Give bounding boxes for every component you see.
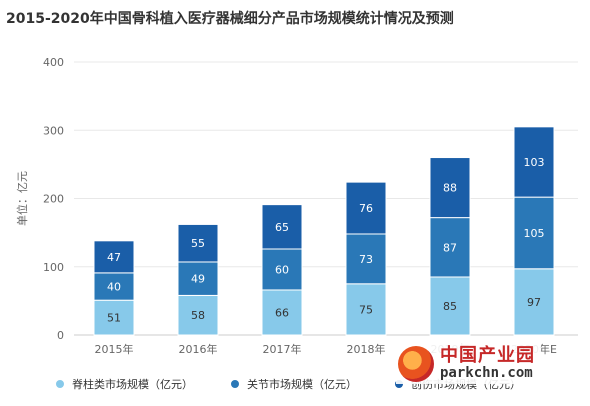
- data-label: 60: [275, 263, 289, 276]
- chart-title: 2015-2020年中国骨科植入医疗器械细分产品市场规模统计情况及预测: [6, 11, 454, 27]
- bar-segment: [429, 217, 471, 278]
- data-label: 105: [524, 227, 545, 240]
- y-tick-label: 0: [57, 329, 64, 342]
- data-label: 55: [191, 237, 205, 250]
- data-label: 85: [443, 300, 457, 313]
- watermark-name: 中国产业园: [440, 345, 535, 367]
- y-tick-label: 200: [43, 193, 64, 206]
- data-label: 75: [359, 303, 373, 316]
- y-tick-label: 100: [43, 261, 64, 274]
- data-label: 51: [107, 312, 121, 325]
- bar-segment: [345, 181, 387, 235]
- data-label: 73: [359, 253, 373, 266]
- data-label: 58: [191, 309, 205, 322]
- data-label: 103: [524, 156, 545, 169]
- y-axis-label: 单位：亿元: [15, 171, 29, 226]
- data-label: 88: [443, 182, 457, 195]
- legend-marker-joint: [231, 380, 239, 388]
- legend-marker-trauma: [395, 380, 403, 388]
- y-tick-label: 400: [43, 56, 64, 69]
- x-tick-label: 2017年: [263, 342, 302, 356]
- bar-segment: [345, 283, 387, 336]
- legend-label-spine: 脊柱类市场规模（亿元）: [72, 378, 193, 391]
- bar-segment: [513, 126, 555, 198]
- watermark-logo: 中国产业园 parkchn.com: [396, 344, 541, 384]
- data-label: 49: [191, 273, 205, 286]
- bar-segment: [177, 223, 219, 263]
- bar-segment: [261, 248, 303, 291]
- bar-segment: [429, 276, 471, 336]
- bar-segment: [93, 240, 135, 274]
- bar-segment: [429, 157, 471, 219]
- legend-label-joint: 关节市场规模（亿元）: [247, 378, 357, 391]
- x-tick-label: 2015年: [95, 342, 134, 356]
- bar-segment: [261, 289, 303, 336]
- data-label: 97: [527, 296, 541, 309]
- legend-item-spine: 脊柱类市场规模（亿元）: [56, 376, 193, 392]
- legend-marker-spine: [56, 380, 64, 388]
- bar-segment: [93, 299, 135, 336]
- watermark-url: parkchn.com: [440, 365, 533, 382]
- data-label: 47: [107, 251, 121, 264]
- data-label: 66: [275, 306, 289, 319]
- data-label: 87: [443, 241, 457, 254]
- x-tick-label: 2016年: [179, 342, 218, 356]
- y-tick-label: 300: [43, 124, 64, 137]
- legend-item-joint: 关节市场规模（亿元）: [231, 376, 357, 392]
- x-tick-label: 2018年: [347, 342, 386, 356]
- bar-segment: [93, 272, 135, 301]
- data-label: 40: [107, 281, 121, 294]
- data-label: 76: [359, 202, 373, 215]
- bar-segment: [513, 268, 555, 336]
- brand-logo-icon: [398, 346, 434, 382]
- bar-segment: [261, 204, 303, 250]
- data-label: 65: [275, 221, 289, 234]
